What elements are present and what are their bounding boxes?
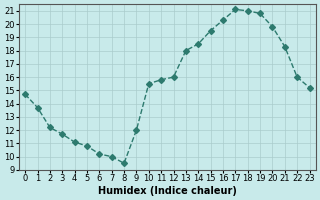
X-axis label: Humidex (Indice chaleur): Humidex (Indice chaleur) [98,186,237,196]
